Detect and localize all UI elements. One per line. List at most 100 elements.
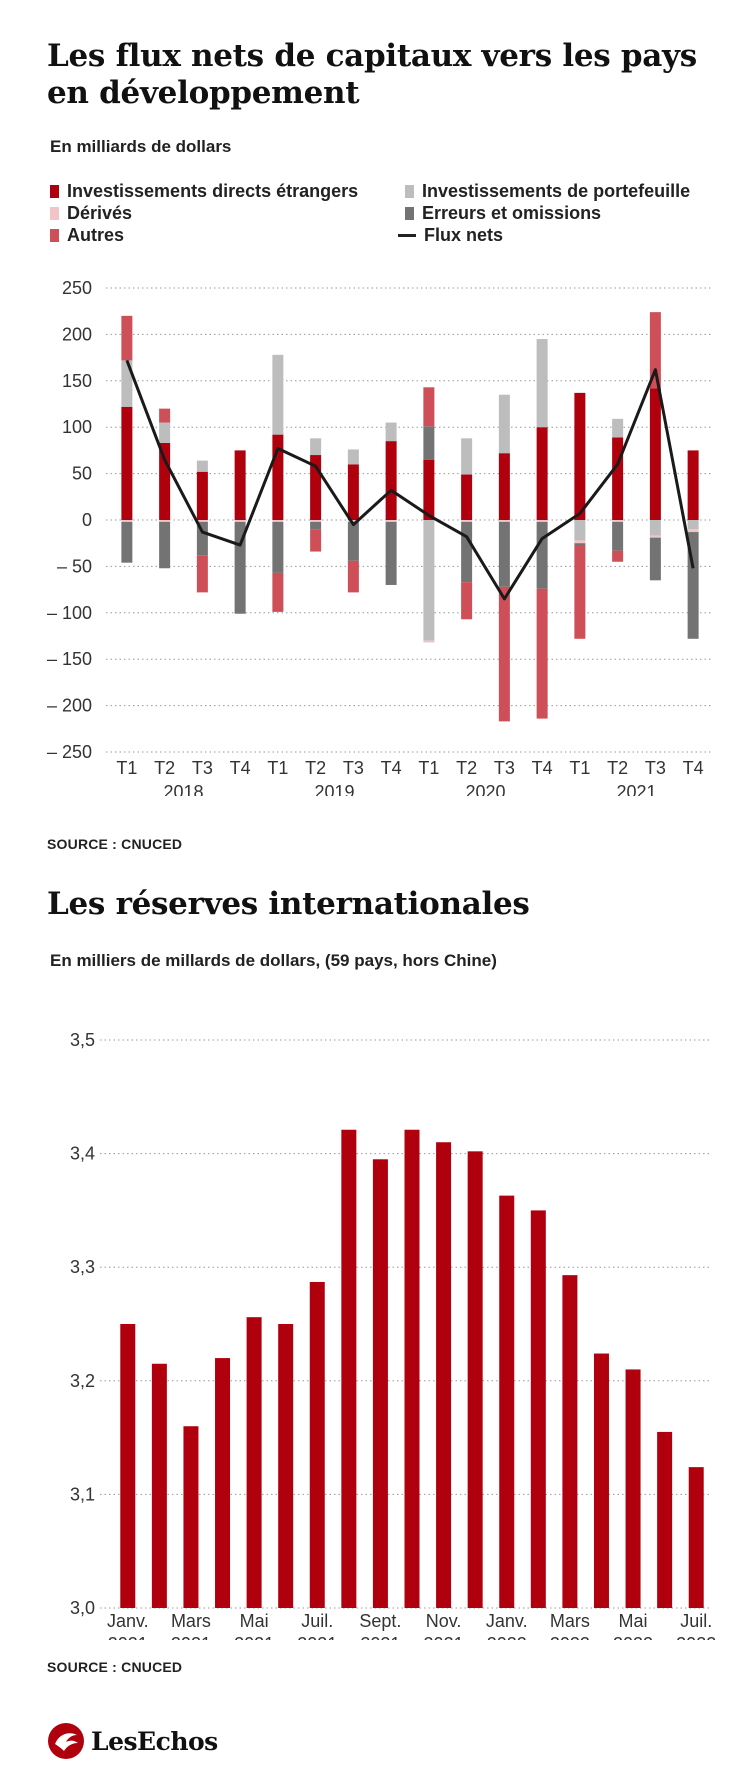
bar-segment bbox=[461, 438, 473, 475]
bar-segment bbox=[461, 474, 473, 520]
y-tick-label: 3,2 bbox=[70, 1371, 95, 1391]
bar-segment bbox=[272, 521, 284, 573]
x-tick-label-month: Janv. bbox=[486, 1611, 528, 1631]
legend-item-net-flow: Flux nets bbox=[398, 225, 503, 246]
reserves-bar bbox=[530, 1210, 546, 1608]
bar-segment bbox=[234, 521, 246, 614]
x-tick-label: T2 bbox=[305, 758, 326, 778]
x-tick-label-month: Mai bbox=[619, 1611, 648, 1631]
x-tick-label-month: Mai bbox=[240, 1611, 269, 1631]
x-tick-label-year: 2021 bbox=[171, 1634, 211, 1640]
les-echos-wordmark: LesEchos bbox=[91, 1726, 218, 1756]
x-tick-label-month: Juil. bbox=[680, 1611, 712, 1631]
legend-label-portfolio: Investissements de portefeuille bbox=[422, 181, 691, 201]
reserves-bar bbox=[625, 1369, 641, 1608]
x-tick-label: T4 bbox=[230, 758, 251, 778]
bar-segment bbox=[121, 360, 133, 407]
legend-swatch-errors bbox=[405, 207, 414, 220]
bar-segment bbox=[234, 520, 246, 522]
bar-segment bbox=[347, 560, 359, 593]
bar-segment bbox=[272, 354, 284, 435]
legend-label-net-flow: Flux nets bbox=[424, 225, 504, 245]
y-tick-label: 250 bbox=[62, 278, 92, 298]
bar-segment bbox=[536, 520, 548, 522]
x-tick-label-month: Janv. bbox=[107, 1611, 149, 1631]
bar-segment bbox=[687, 450, 699, 520]
legend-item-errors: Erreurs et omissions bbox=[405, 203, 601, 224]
bar-segment bbox=[649, 312, 661, 389]
bar-segment bbox=[574, 392, 586, 520]
y-tick-label: 200 bbox=[62, 324, 92, 344]
legend-item-portfolio: Investissements de portefeuille bbox=[405, 181, 690, 202]
bar-segment bbox=[649, 520, 661, 536]
bar-segment bbox=[612, 521, 624, 551]
bar-segment bbox=[536, 521, 548, 589]
bar-segment bbox=[310, 455, 322, 520]
year-label: 2019 bbox=[314, 782, 354, 796]
x-tick-label: T3 bbox=[192, 758, 213, 778]
legend-swatch-other bbox=[50, 229, 59, 242]
x-tick-label-year: 2021 bbox=[108, 1634, 148, 1640]
reserves-bar bbox=[278, 1324, 294, 1608]
x-tick-label: T2 bbox=[456, 758, 477, 778]
chart2-title: Les réserves internationales bbox=[47, 886, 530, 922]
x-tick-label: T4 bbox=[381, 758, 402, 778]
reserves-bar bbox=[467, 1151, 483, 1608]
bar-segment bbox=[310, 529, 322, 552]
legend-item-fdi: Investissements directs étrangers bbox=[50, 181, 358, 202]
bar-segment bbox=[196, 460, 208, 472]
bar-segment bbox=[574, 520, 586, 541]
bar-segment bbox=[574, 543, 586, 546]
chart1-subtitle: En milliards de dollars bbox=[50, 137, 232, 156]
x-tick-label-year: 2022 bbox=[487, 1634, 527, 1640]
reserves-bar bbox=[499, 1195, 515, 1608]
bar-segment bbox=[423, 459, 435, 520]
bar-segment bbox=[612, 437, 624, 520]
legend-item-derivatives: Dérivés bbox=[50, 203, 132, 224]
capital-flows-chart: 250 200 150 100 50 0 – 50 – 100 – 150 – 200 – 250 T… bbox=[47, 278, 712, 796]
legend-label-derivatives: Dérivés bbox=[67, 203, 133, 223]
x-tick-label: T4 bbox=[532, 758, 553, 778]
x-tick-label: T1 bbox=[267, 758, 288, 778]
chart1-title: Les flux nets de capitaux vers les pays … bbox=[47, 38, 697, 111]
bar-segment bbox=[347, 449, 359, 465]
x-tick-label-year: 2022 bbox=[550, 1634, 590, 1640]
bar-segment bbox=[272, 520, 284, 522]
bar-segment bbox=[121, 315, 133, 361]
x-tick-label-month: Sept. bbox=[359, 1611, 401, 1631]
legend-label-errors: Erreurs et omissions bbox=[422, 203, 602, 223]
y-tick-label: – 150 bbox=[47, 649, 92, 669]
bar-segment bbox=[196, 471, 208, 520]
bar-segment bbox=[423, 640, 435, 643]
bar-segment bbox=[687, 520, 699, 530]
bar-segment bbox=[234, 450, 246, 520]
x-tick-label: T1 bbox=[116, 758, 137, 778]
x-tick-label-month: Nov. bbox=[426, 1611, 462, 1631]
y-tick-label: – 50 bbox=[57, 556, 92, 576]
bar-segment bbox=[196, 521, 208, 556]
x-tick-label-year: 2021 bbox=[424, 1634, 464, 1640]
x-tick-label: T1 bbox=[418, 758, 439, 778]
bar-segment bbox=[272, 434, 284, 520]
bar-segment bbox=[159, 408, 171, 423]
x-tick-label-year: 2022 bbox=[676, 1634, 716, 1640]
bar-segment bbox=[461, 520, 473, 522]
bar-segment bbox=[196, 520, 208, 522]
y-tick-label: 3,0 bbox=[70, 1598, 95, 1618]
legend-swatch-fdi bbox=[50, 185, 59, 198]
net-flow-line bbox=[125, 359, 695, 601]
bar-segment bbox=[347, 520, 359, 522]
reserves-bar bbox=[436, 1142, 452, 1608]
y-tick-label: 100 bbox=[62, 417, 92, 437]
chart2-source: SOURCE : CNUCED bbox=[47, 1659, 183, 1675]
x-tick-label: T3 bbox=[494, 758, 515, 778]
year-label: 2021 bbox=[616, 782, 656, 796]
x-tick-label: T1 bbox=[569, 758, 590, 778]
y-tick-label: 3,1 bbox=[70, 1484, 95, 1504]
reserves-bar bbox=[215, 1358, 231, 1608]
reserves-bar bbox=[151, 1363, 167, 1608]
bar-segment bbox=[423, 426, 435, 460]
bar-segment bbox=[423, 387, 435, 427]
x-tick-label: T2 bbox=[607, 758, 628, 778]
reserves-bar bbox=[562, 1275, 578, 1608]
